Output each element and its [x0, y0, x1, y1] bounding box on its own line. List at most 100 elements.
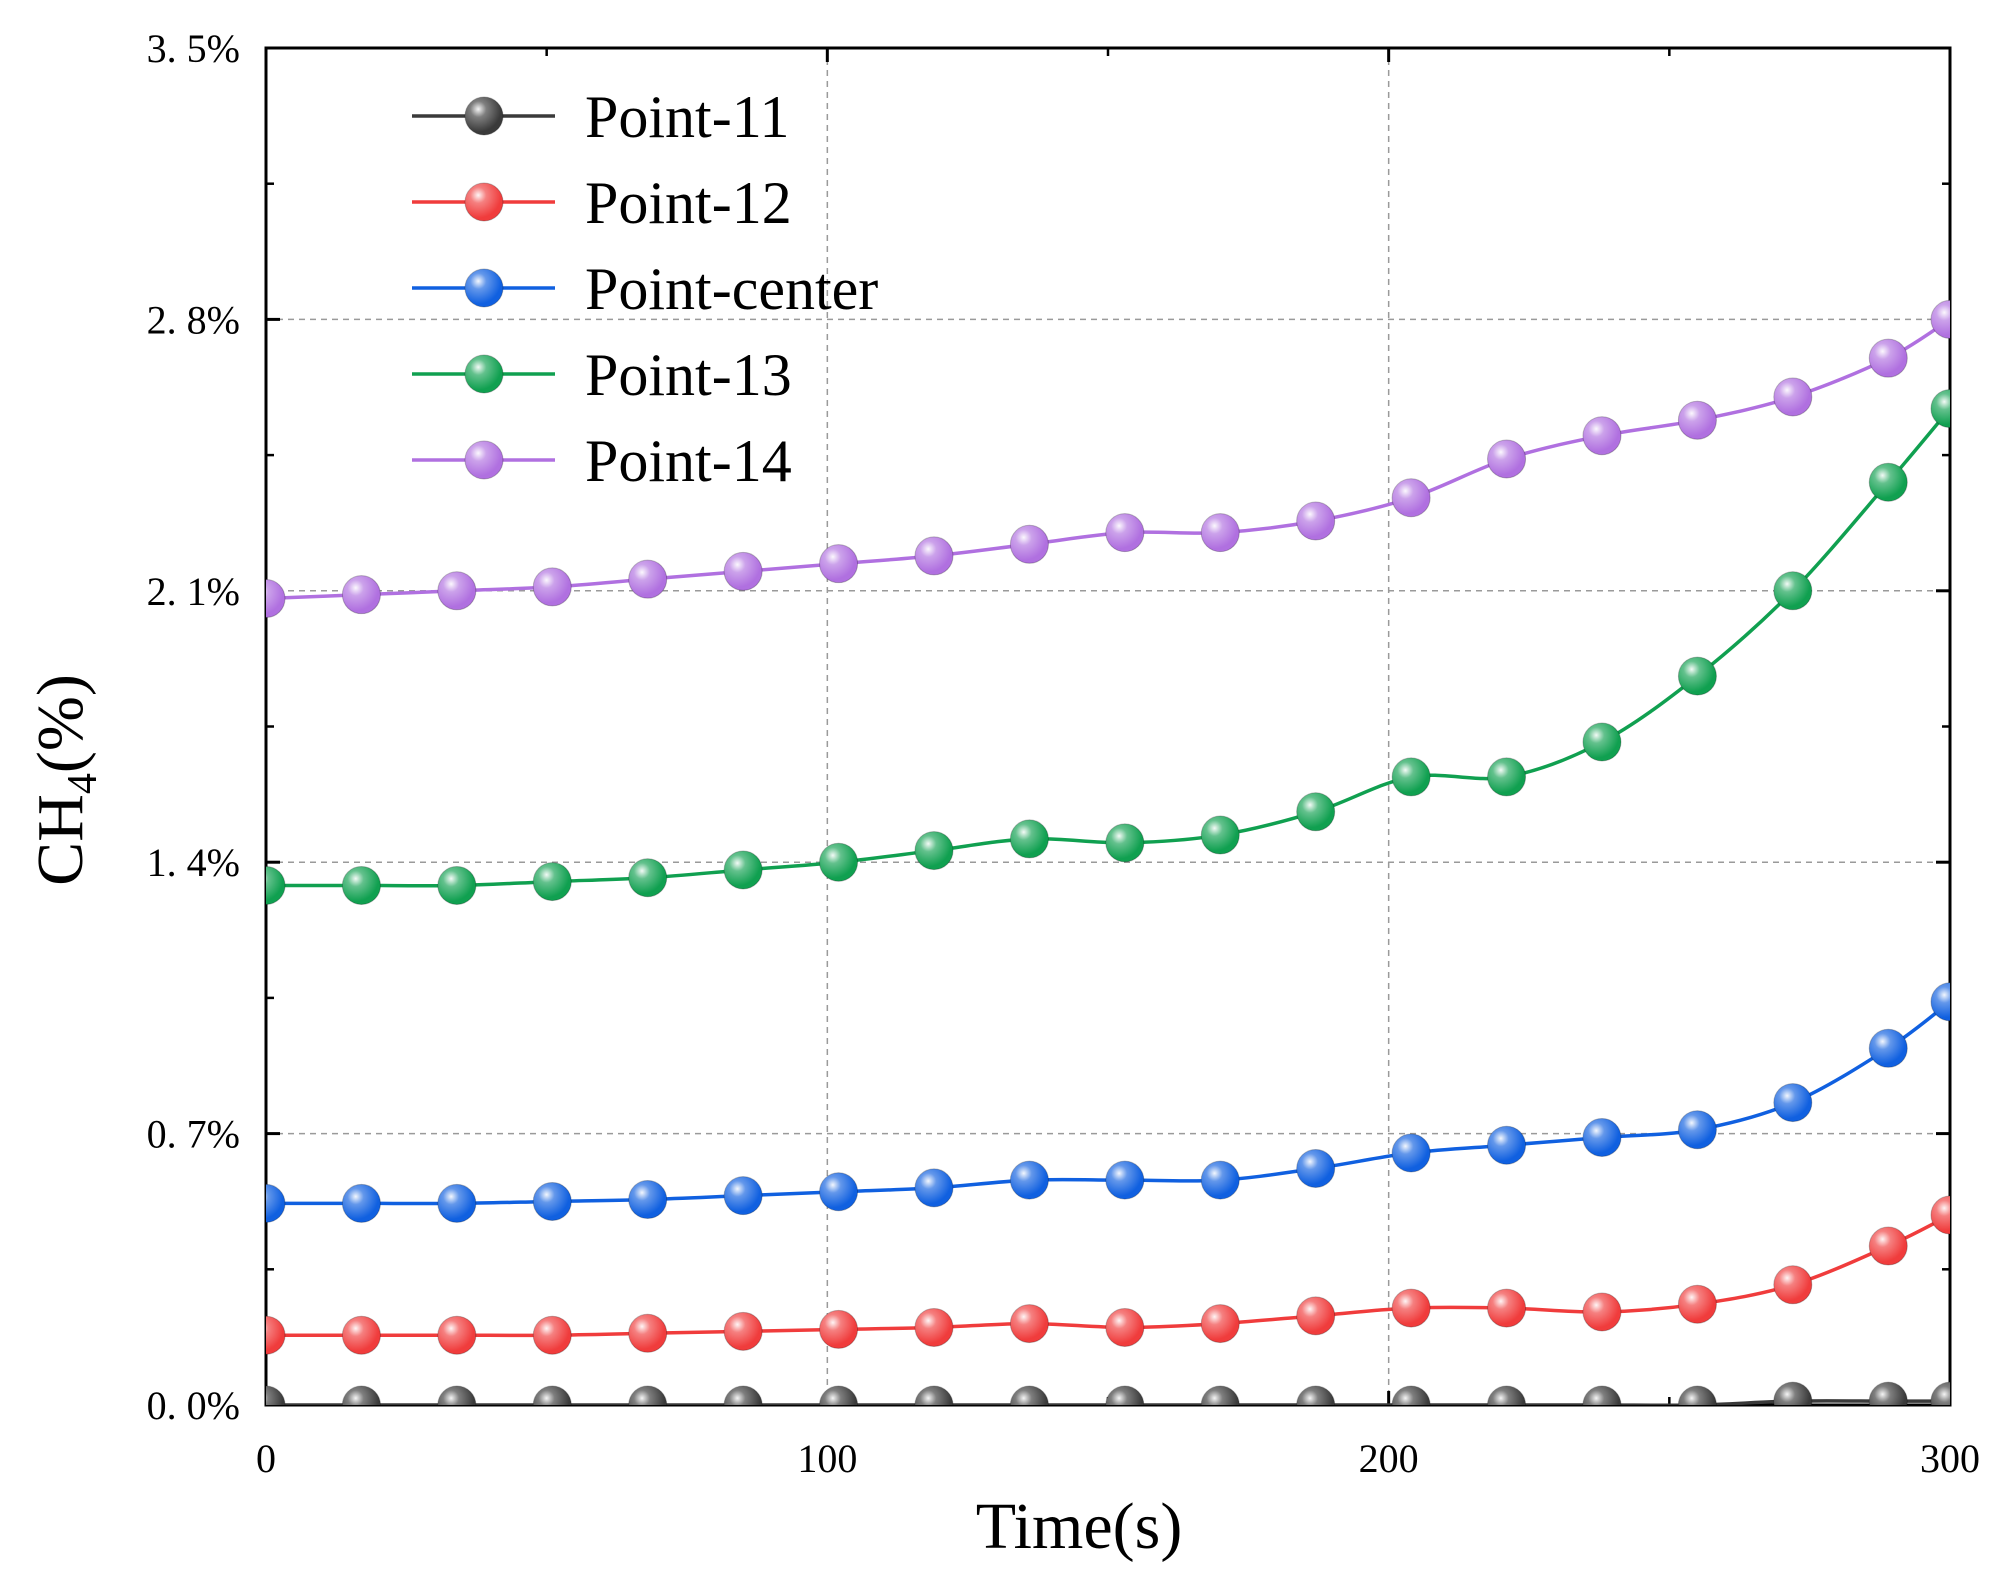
marker-highlight [628, 1314, 667, 1353]
series-point-12 [266, 1195, 1950, 1355]
marker-highlight [1487, 439, 1526, 478]
marker-highlight [1296, 792, 1335, 831]
marker-highlight [437, 1316, 476, 1355]
marker-highlight [1773, 1265, 1812, 1304]
series-line-point-13 [266, 407, 1950, 888]
data-point-point-13 [1582, 722, 1622, 762]
data-point-point-11 [1773, 1381, 1813, 1405]
data-point-point-14 [1296, 501, 1336, 541]
marker-highlight [465, 355, 503, 393]
marker-highlight [1869, 463, 1908, 502]
data-point-point-11 [1296, 1385, 1336, 1405]
marker-highlight [819, 1172, 858, 1211]
series-point-14 [266, 299, 1950, 619]
data-point-point-center [266, 1183, 286, 1223]
y-tick-label: 0. 7% [147, 1112, 240, 1157]
y-tick-label: 0. 0% [147, 1383, 240, 1428]
marker-highlight [1201, 1304, 1240, 1343]
marker-highlight [342, 1316, 381, 1355]
data-point-point-11 [1105, 1385, 1145, 1405]
data-point-point-14 [341, 575, 381, 615]
marker-highlight [342, 575, 381, 614]
data-point-point-14 [1009, 524, 1049, 564]
marker-highlight [266, 1386, 285, 1405]
marker-highlight [1678, 1386, 1717, 1405]
legend-marker [464, 96, 504, 136]
marker-highlight [1678, 657, 1717, 696]
marker-highlight [465, 183, 503, 221]
marker-highlight [724, 1386, 763, 1405]
marker-highlight [724, 850, 763, 889]
y-axis-title: CH4(%) [24, 674, 106, 886]
marker-highlight [1678, 1110, 1717, 1149]
legend-marker [464, 268, 504, 308]
marker-highlight [1392, 757, 1431, 796]
series-point-13 [266, 389, 1950, 905]
data-point-point-11 [1487, 1385, 1527, 1405]
marker-highlight [1869, 1227, 1908, 1266]
data-point-point-11 [341, 1385, 381, 1405]
legend-label: Point-11 [585, 84, 789, 150]
data-point-point-13 [341, 865, 381, 905]
marker-highlight [437, 1184, 476, 1223]
data-point-point-13 [1200, 815, 1240, 855]
data-point-point-13 [1677, 656, 1717, 696]
marker-highlight [819, 544, 858, 583]
marker-highlight [533, 862, 572, 901]
marker-highlight [266, 1316, 285, 1355]
marker-highlight [1582, 1118, 1621, 1157]
marker-highlight [914, 1168, 953, 1207]
marker-highlight [266, 866, 285, 905]
marker-highlight [1582, 416, 1621, 455]
data-point-point-center [1200, 1160, 1240, 1200]
data-point-point-center [1930, 982, 1950, 1022]
marker-highlight [1773, 571, 1812, 610]
marker-highlight [628, 560, 667, 599]
y-tick-label: 3. 5% [147, 26, 240, 71]
data-series [266, 299, 1950, 1405]
data-point-point-12 [1487, 1288, 1527, 1328]
data-point-point-12 [914, 1307, 954, 1347]
marker-highlight [1869, 339, 1908, 378]
data-point-point-14 [1930, 299, 1950, 339]
legend-label: Point-13 [585, 342, 792, 408]
marker-highlight [1678, 401, 1717, 440]
legend-entry-point-center: Point-center [412, 256, 878, 322]
data-point-point-14 [1200, 513, 1240, 553]
data-point-point-11 [1930, 1381, 1950, 1405]
marker-highlight [1392, 1289, 1431, 1328]
data-point-point-11 [819, 1385, 859, 1405]
data-point-point-12 [1105, 1307, 1145, 1347]
marker-highlight [1201, 816, 1240, 855]
data-point-point-14 [437, 571, 477, 611]
data-point-point-11 [1582, 1385, 1622, 1405]
y-tick-label: 1. 4% [147, 840, 240, 885]
marker-highlight [724, 1312, 763, 1351]
data-point-point-14 [1677, 400, 1717, 440]
marker-highlight [724, 552, 763, 591]
data-point-point-14 [914, 536, 954, 576]
marker-highlight [533, 1182, 572, 1221]
data-point-point-12 [437, 1315, 477, 1355]
legend-marker [464, 440, 504, 480]
data-point-point-12 [1296, 1296, 1336, 1336]
y-tick-label: 2. 1% [147, 569, 240, 614]
data-point-point-13 [266, 865, 286, 905]
legend-label: Point-center [585, 256, 878, 322]
data-point-point-13 [437, 865, 477, 905]
marker-highlight [628, 858, 667, 897]
marker-highlight [1773, 377, 1812, 416]
data-point-point-14 [819, 544, 859, 584]
data-point-point-12 [1582, 1292, 1622, 1332]
data-point-point-14 [1582, 416, 1622, 456]
data-point-point-12 [723, 1311, 763, 1351]
marker-highlight [1931, 389, 1950, 428]
marker-highlight [437, 571, 476, 610]
marker-highlight [1487, 1386, 1526, 1405]
marker-highlight [1487, 1126, 1526, 1165]
marker-highlight [465, 97, 503, 135]
marker-highlight [1296, 1296, 1335, 1335]
marker-highlight [1392, 1133, 1431, 1172]
data-point-point-13 [914, 831, 954, 871]
data-point-point-11 [437, 1385, 477, 1405]
